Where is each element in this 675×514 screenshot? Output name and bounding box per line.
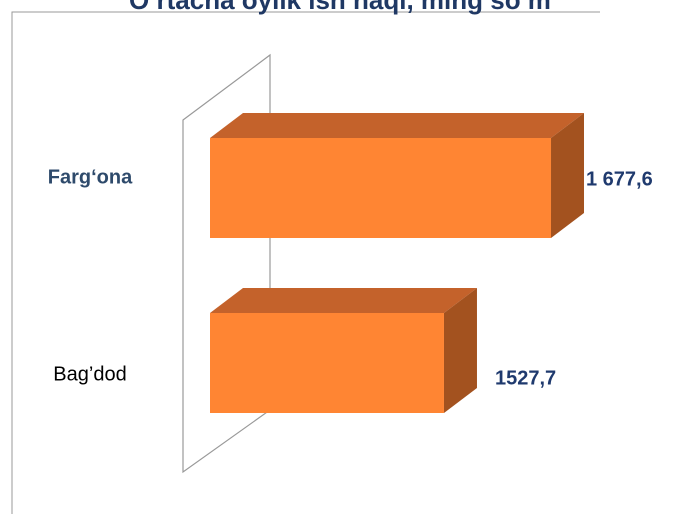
category-label: Bag’dod (53, 363, 126, 385)
category-label: Farg‘ona (48, 166, 133, 188)
chart-title: O‘rtacha oylik ish haqi, ming so‘m (129, 0, 551, 15)
bar-side (551, 113, 585, 238)
value-label: 1 677,6 (586, 168, 653, 190)
bar (210, 138, 552, 238)
value-label: 1527,7 (495, 367, 556, 389)
bar-side (443, 288, 477, 413)
bar (210, 313, 444, 413)
bar-top (210, 113, 585, 138)
frame (11, 11, 600, 514)
bar-top (210, 288, 477, 313)
